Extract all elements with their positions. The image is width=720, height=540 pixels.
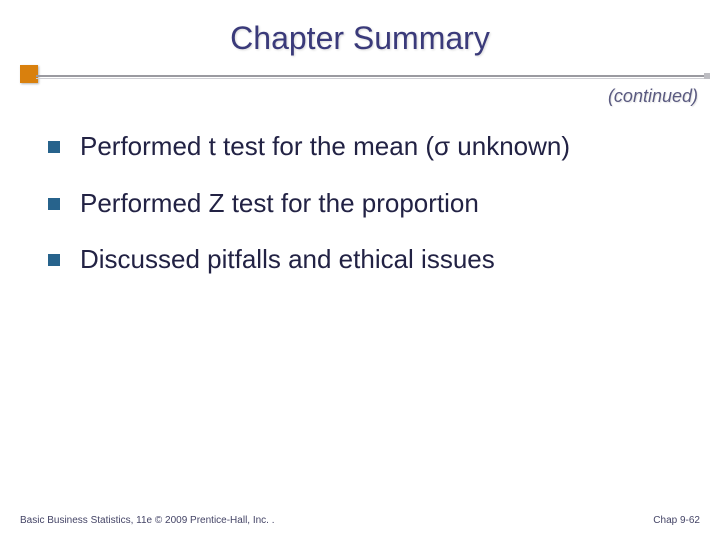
body-content: Performed t test for the mean (σ unknown…	[48, 130, 680, 300]
title-area: Chapter Summary	[0, 0, 720, 80]
footer: Basic Business Statistics, 11e © 2009 Pr…	[20, 515, 700, 526]
divider-line	[36, 75, 708, 77]
bullet-text: Discussed pitfalls and ethical issues	[80, 243, 495, 276]
bullet-icon	[48, 254, 60, 266]
divider-shadow	[36, 78, 708, 79]
slide: Chapter Summary (continued) Performed t …	[0, 0, 720, 540]
footer-right: Chap 9-62	[653, 515, 700, 526]
accent-square-icon	[20, 65, 38, 83]
list-item: Discussed pitfalls and ethical issues	[48, 243, 680, 276]
bullet-icon	[48, 141, 60, 153]
bullet-icon	[48, 198, 60, 210]
slide-title: Chapter Summary	[0, 0, 720, 57]
footer-left: Basic Business Statistics, 11e © 2009 Pr…	[20, 515, 275, 526]
bullet-text: Performed t test for the mean (σ unknown…	[80, 130, 570, 163]
continued-label: (continued)	[608, 86, 698, 107]
title-divider	[20, 75, 708, 83]
divider-endcap-icon	[704, 73, 710, 79]
bullet-text: Performed Z test for the proportion	[80, 187, 479, 220]
list-item: Performed t test for the mean (σ unknown…	[48, 130, 680, 163]
list-item: Performed Z test for the proportion	[48, 187, 680, 220]
